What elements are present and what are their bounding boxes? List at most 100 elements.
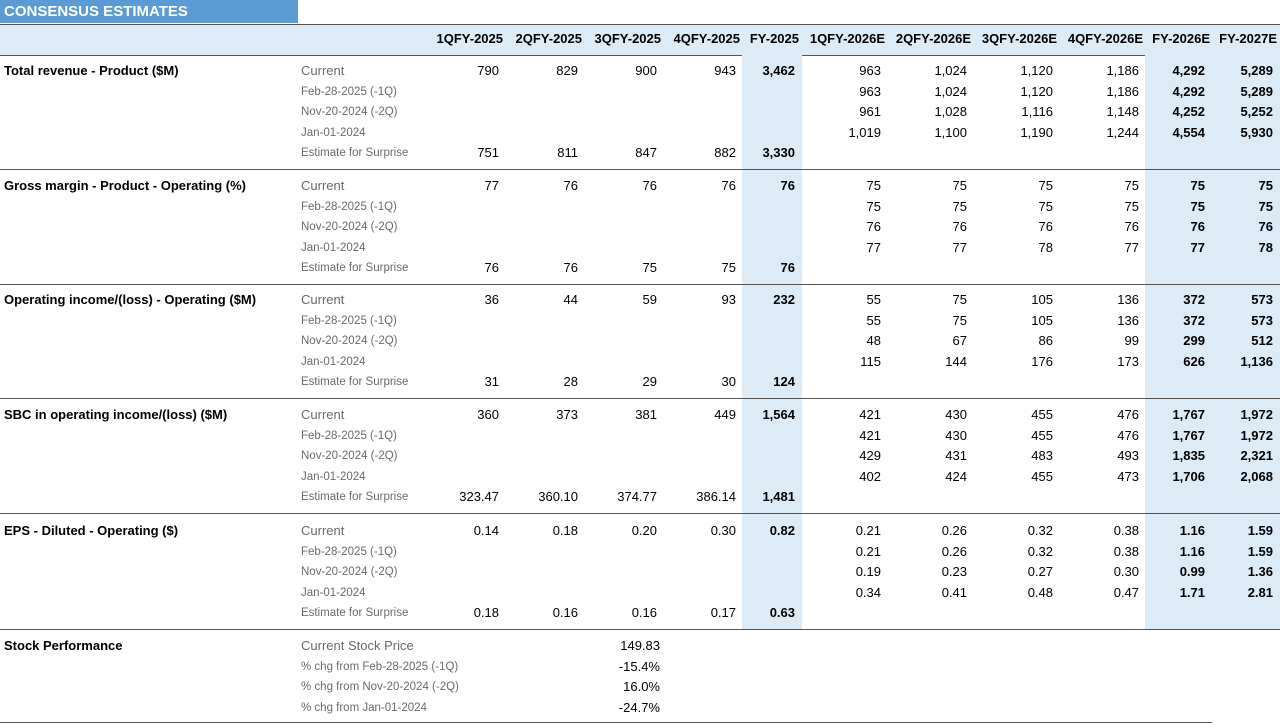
table-cell: 430 [945, 427, 967, 443]
fy-2025-column-shade [742, 55, 802, 630]
table-cell: 0.34 [855, 584, 881, 600]
table-cell: 105 [1031, 312, 1053, 328]
section-divider [0, 513, 1280, 514]
table-cell: 1,136 [1240, 353, 1273, 369]
table-cell: 55 [866, 312, 881, 328]
row-label: Nov-20-2024 (-2Q) [301, 566, 398, 579]
table-cell: 2,321 [1240, 448, 1273, 464]
table-cell: 75 [721, 260, 736, 276]
table-cell: 5,252 [1240, 104, 1273, 120]
stock-row-value: 149.83 [620, 638, 660, 653]
table-cell: 55 [866, 292, 881, 307]
row-label: Estimate for Surprise [301, 491, 409, 504]
table-cell: 1,835 [1172, 448, 1205, 464]
column-header-band [0, 24, 1280, 56]
table-cell: 2,068 [1240, 468, 1273, 484]
section-divider [0, 284, 1280, 285]
table-cell: 76 [952, 219, 967, 235]
row-label: Nov-20-2024 (-2Q) [301, 221, 398, 234]
table-cell: 30 [721, 374, 736, 390]
table-cell: 78 [1038, 239, 1053, 255]
table-cell: 372 [1183, 312, 1205, 328]
table-cell: 0.18 [473, 605, 499, 621]
table-cell: 29 [642, 374, 657, 390]
table-cell: 0.82 [769, 523, 795, 538]
row-label: Feb-28-2025 (-1Q) [301, 200, 397, 213]
table-cell: 4,252 [1172, 104, 1205, 120]
table-cell: 476 [1117, 427, 1139, 443]
table-cell: 5,289 [1240, 83, 1273, 99]
table-cell: 75 [866, 198, 881, 214]
table-cell: 449 [714, 407, 736, 422]
metric-name: Gross margin - Product - Operating (%) [4, 178, 246, 193]
table-cell: 232 [773, 292, 795, 307]
row-label: Current [301, 523, 345, 538]
table-cell: 0.14 [473, 523, 499, 538]
column-header: 1QFY-2026E [809, 31, 885, 46]
table-cell: 75 [1124, 178, 1139, 193]
table-cell: 1,186 [1106, 63, 1139, 78]
table-cell: 1,767 [1172, 407, 1205, 422]
table-cell: 28 [563, 374, 578, 390]
stock-row-value: 16.0% [623, 679, 660, 695]
table-cell: 76 [721, 178, 736, 193]
row-label: Estimate for Surprise [301, 607, 409, 620]
table-cell: 360 [477, 407, 499, 422]
table-cell: 75 [952, 178, 967, 193]
table-cell: 93 [721, 292, 736, 307]
table-cell: 0.16 [631, 605, 657, 621]
table-cell: 882 [714, 145, 736, 161]
table-cell: 124 [773, 374, 795, 390]
table-cell: 1,019 [848, 124, 881, 140]
table-cell: 77 [952, 239, 967, 255]
table-cell: 76 [1038, 219, 1053, 235]
row-label: Feb-28-2025 (-1Q) [301, 429, 397, 442]
table-cell: 86 [1038, 333, 1053, 349]
table-cell: 573 [1251, 312, 1273, 328]
table-cell: 75 [952, 312, 967, 328]
table-cell: 1,706 [1172, 468, 1205, 484]
table-cell: 1.59 [1247, 543, 1273, 559]
table-cell: 374.77 [617, 489, 657, 505]
table-cell: 0.63 [769, 605, 795, 621]
table-cell: 963 [859, 63, 881, 78]
table-cell: 429 [859, 448, 881, 464]
table-cell: 173 [1117, 353, 1139, 369]
table-cell: 455 [1031, 468, 1053, 484]
table-cell: 78 [1258, 239, 1273, 255]
table-cell: 455 [1031, 407, 1053, 422]
bottom-divider [0, 722, 1212, 723]
row-label: Nov-20-2024 (-2Q) [301, 450, 398, 463]
table-cell: 0.47 [1113, 584, 1139, 600]
table-cell: 751 [477, 145, 499, 161]
table-cell: 1,190 [1020, 124, 1053, 140]
metric-name: Operating income/(loss) - Operating ($M) [4, 292, 257, 307]
column-header: FY-2025 [749, 31, 799, 46]
table-cell: 1,024 [934, 63, 967, 78]
table-cell: 0.32 [1027, 523, 1053, 538]
table-cell: 0.99 [1179, 564, 1205, 580]
table-cell: 299 [1183, 333, 1205, 349]
table-cell: 900 [635, 63, 657, 78]
row-label: Current [301, 407, 345, 422]
table-cell: 136 [1117, 312, 1139, 328]
table-cell: 512 [1251, 333, 1273, 349]
table-cell: 0.26 [941, 523, 967, 538]
table-cell: 1,028 [934, 104, 967, 120]
table-cell: 67 [952, 333, 967, 349]
table-cell: 421 [859, 407, 881, 422]
table-cell: 77 [1190, 239, 1205, 255]
table-cell: 76 [563, 260, 578, 276]
table-cell: 0.48 [1027, 584, 1053, 600]
column-header: FY-2027E [1219, 31, 1277, 46]
table-cell: 1.16 [1179, 523, 1205, 538]
column-header: 3QFY-2025 [594, 31, 662, 46]
row-label: Nov-20-2024 (-2Q) [301, 335, 398, 348]
table-cell: 77 [866, 239, 881, 255]
table-cell: 76 [484, 260, 499, 276]
table-cell: 1,972 [1240, 407, 1273, 422]
row-label: Current [301, 292, 345, 307]
table-cell: 48 [866, 333, 881, 349]
stock-row-value: -24.7% [618, 699, 660, 715]
table-cell: 0.21 [855, 543, 881, 559]
